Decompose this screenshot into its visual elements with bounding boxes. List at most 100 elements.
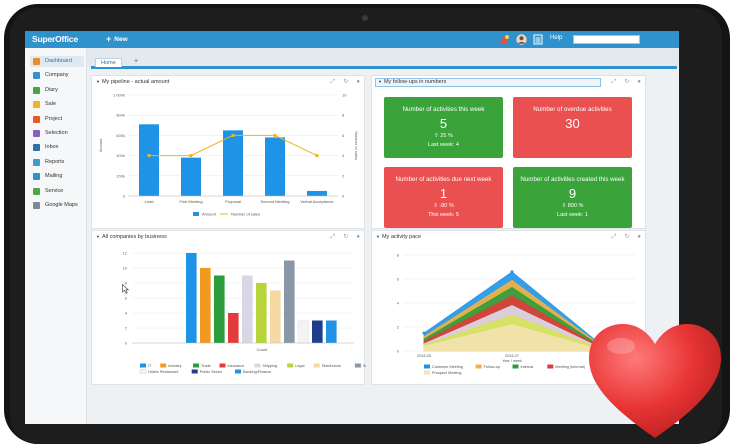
tab-bar <box>87 48 679 67</box>
bar[interactable] <box>270 290 281 344</box>
y-tick-label: 600k <box>116 133 125 138</box>
collapse-icon[interactable]: ▼ <box>96 79 100 84</box>
sidebar-item-label: Reports <box>45 158 65 165</box>
panel-title: ▼ My pipeline - actual amount <box>96 79 169 85</box>
sidebar-item-mailing[interactable]: Mailing <box>30 171 84 182</box>
collapse-icon[interactable]: ▼ <box>378 79 382 84</box>
expand-icon[interactable]: ⤢ <box>611 234 617 240</box>
bar[interactable] <box>242 275 253 344</box>
expand-icon[interactable]: ⤢ <box>330 79 336 85</box>
sidebar-item-diary[interactable]: Diary <box>30 85 84 96</box>
collapse-icon[interactable]: ▼ <box>96 234 100 239</box>
x-tick-label: 2016.25 <box>417 354 431 358</box>
legend-label: Banking/Finance <box>243 370 271 374</box>
sidebar-item-label: Project <box>45 115 63 122</box>
sidebar-item-google-maps[interactable]: Google Maps <box>30 200 84 211</box>
sidebar-item-service[interactable]: Service <box>30 186 84 197</box>
sidebar-item-dashboard[interactable]: Dashboard <box>30 56 84 67</box>
user-avatar-icon[interactable] <box>516 34 527 45</box>
bar[interactable] <box>228 313 239 343</box>
bar[interactable] <box>181 157 201 196</box>
bar[interactable] <box>312 320 323 344</box>
bar[interactable] <box>326 320 337 344</box>
bar[interactable] <box>139 124 159 196</box>
new-button-label: New <box>114 36 128 43</box>
panel-title: ▼ My follow-ups in numbers <box>375 78 601 87</box>
bar[interactable] <box>186 253 197 343</box>
bar[interactable] <box>223 130 243 196</box>
y-tick-label: 0 <box>125 341 128 346</box>
bar[interactable] <box>256 283 267 343</box>
expand-icon[interactable]: ⤢ <box>611 79 617 85</box>
y-tick-label: 0 <box>123 194 126 199</box>
panel-tools: ⤢ ↻ ● <box>323 78 360 86</box>
bar[interactable] <box>214 275 225 344</box>
area-point[interactable] <box>422 331 426 335</box>
refresh-icon[interactable]: ↻ <box>343 79 349 85</box>
sidebar-item-sale[interactable]: Sale <box>30 99 84 110</box>
tab-underline <box>91 66 677 69</box>
collapse-icon[interactable]: ▼ <box>376 234 380 239</box>
sidebar-item-project[interactable]: Project <box>30 114 84 125</box>
area-series[interactable] <box>423 324 598 352</box>
tile-title: Number of activities due next week <box>395 176 492 183</box>
panel-title: ▼ My activity pace <box>376 234 421 240</box>
line-point[interactable] <box>315 154 319 158</box>
settings-icon[interactable]: ● <box>637 234 641 240</box>
settings-icon[interactable]: ● <box>637 79 641 85</box>
sidebar-item-selection[interactable]: Selection <box>30 128 84 139</box>
refresh-icon[interactable]: ↻ <box>624 79 630 85</box>
tile-change: ⇧ 25 % <box>434 133 453 139</box>
sidebar-item-reports[interactable]: Reports <box>30 157 84 168</box>
new-button[interactable]: + New <box>106 34 128 44</box>
activity-title: My activity pace <box>381 234 422 240</box>
sidebar-item-label: Mailing <box>45 173 63 180</box>
help-link[interactable]: Help <box>550 35 563 41</box>
kpi-tile[interactable]: Number of activities due next week 1 ⇩ -80… <box>384 167 503 228</box>
y-tick-label: 4 <box>125 311 128 316</box>
project-icon <box>33 115 40 123</box>
sidebar-item-company[interactable]: Company <box>30 70 84 81</box>
y-tick-label: 8 <box>397 253 400 258</box>
heart-icon <box>589 324 721 438</box>
notification-icon[interactable] <box>498 34 510 45</box>
refresh-icon[interactable]: ↻ <box>343 234 349 240</box>
sidebar-item-inbox[interactable]: Inbox <box>30 142 84 153</box>
mouse-cursor-icon <box>122 284 129 294</box>
settings-icon[interactable]: ● <box>356 234 360 240</box>
legend-label: Customer Meeting <box>432 365 463 369</box>
kpi-tile[interactable]: Number of activities created this week 9 ⇧… <box>513 167 632 228</box>
legend-swatch <box>313 363 320 368</box>
sidebar-item-label: Service <box>45 187 64 194</box>
line-point[interactable] <box>189 154 193 158</box>
settings-icon[interactable]: ● <box>356 79 360 85</box>
line-point[interactable] <box>231 133 235 137</box>
bar[interactable] <box>297 320 309 344</box>
bar[interactable] <box>200 268 211 343</box>
y-tick-label: 0 <box>397 349 400 354</box>
expand-icon[interactable]: ⤢ <box>330 234 336 240</box>
legend-swatch <box>354 363 361 368</box>
add-tab-button[interactable]: + <box>133 58 139 65</box>
pipeline-title: My pipeline - actual amount <box>101 79 170 85</box>
bar[interactable] <box>265 137 285 196</box>
menu-grid-icon[interactable] <box>533 34 543 45</box>
activity-panel: ▼ My activity pace ⤢ ↻ ● 0 2 4 6 8 2016.25 2016.2… <box>371 230 646 385</box>
bar[interactable] <box>307 190 327 196</box>
bar[interactable] <box>284 260 295 344</box>
x-tick-label: 2016.27 <box>505 354 519 358</box>
kpi-tile[interactable]: Number of overdue activities 30 <box>513 97 632 158</box>
area-point[interactable] <box>510 270 514 274</box>
search-input[interactable] <box>573 35 640 44</box>
line-point[interactable] <box>273 133 277 137</box>
google-maps-icon <box>33 202 40 209</box>
y-axis-label: Amount <box>98 138 103 153</box>
kpi-tile[interactable]: Number of activities this week 5 ⇧ 25 % Las… <box>384 97 503 158</box>
line-point[interactable] <box>147 154 151 158</box>
legend-label: Hotels Restaurant <box>148 370 179 374</box>
tab-home[interactable]: Home <box>95 58 122 67</box>
legend-label: Internal <box>521 365 534 369</box>
x-tick-label: Proposal <box>225 199 241 204</box>
legend-label: Amount <box>202 212 217 217</box>
refresh-icon[interactable]: ↻ <box>624 234 630 240</box>
